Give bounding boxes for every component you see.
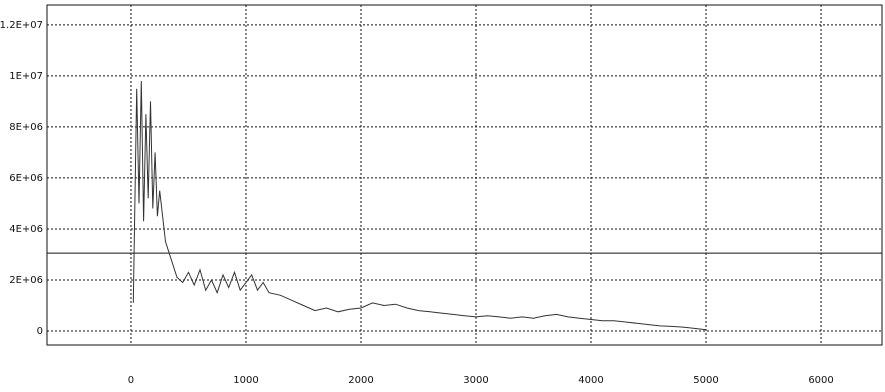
x-tick-label: 2000 (348, 375, 373, 386)
y-tick-label: 2E+06 (9, 275, 43, 286)
y-tick-label: 1E+07 (9, 71, 43, 82)
x-tick-label: 5000 (693, 375, 718, 386)
plot-frame (46, 4, 883, 346)
y-tick-label: 0 (37, 326, 43, 337)
y-tick-label: 6E+06 (9, 173, 43, 184)
y-tick-label: 1.2E+07 (0, 20, 43, 31)
y-tick-label: 4E+06 (9, 224, 43, 235)
x-tick-label: 1000 (233, 375, 258, 386)
x-tick-label: 4000 (578, 375, 603, 386)
data-line (132, 80, 707, 331)
x-tick-label: 6000 (808, 375, 833, 386)
y-tick-label: 8E+06 (9, 122, 43, 133)
x-tick-label: 3000 (463, 375, 488, 386)
x-tick-label: 0 (128, 375, 134, 386)
